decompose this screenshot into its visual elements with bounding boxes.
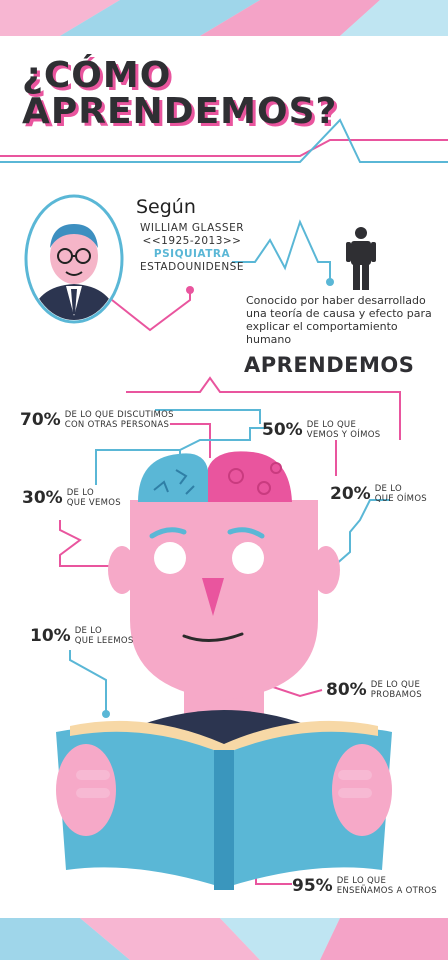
fact-percent: 20% [330, 484, 371, 504]
fact-percent: 80% [326, 680, 367, 700]
fact-percent: 70% [20, 410, 61, 430]
author-nationality: ESTADOUNIDENSE [140, 261, 244, 273]
fact-text: DE LO QUE VEMOS [66, 488, 121, 508]
author-name: WILLIAM GLASSER [140, 222, 245, 234]
description-line: Conocido por haber desarrollado [246, 294, 426, 307]
top-decorative-band [0, 0, 448, 36]
learner-illustration [56, 451, 392, 890]
fact-percent: 95% [292, 876, 333, 896]
fact-percent: 10% [30, 626, 71, 646]
glasser-portrait [24, 194, 124, 324]
fact-text: DE LO QUE DISCUTIMOS CON OTRAS PERSONAS [64, 410, 174, 430]
person-icon [346, 227, 376, 290]
title-line-1: ¿CÓMO [22, 55, 172, 96]
fact-20: 20% DE LO QUE OÍMOS [330, 484, 427, 504]
fact-70: 70% DE LO QUE DISCUTIMOS CON OTRAS PERSON… [20, 410, 174, 430]
description-line: una teoría de causa y efecto para [246, 307, 432, 320]
fact-percent: 30% [22, 488, 63, 508]
fact-text: DE LO QUE OÍMOS [374, 484, 428, 504]
title-line-2: APRENDEMOS? [22, 91, 338, 132]
section-title: APRENDEMOS [244, 353, 415, 377]
fact-95: 95% DE LO QUE ENSEÑAMOS A OTROS [292, 876, 437, 896]
author-profession: PSIQUIATRA [153, 248, 231, 260]
fact-text: DE LO QUE VEMOS Y OÍMOS [306, 420, 381, 440]
fact-10: 10% DE LO QUE LEEMOS [30, 626, 134, 646]
fact-80: 80% DE LO QUE PROBAMOS [326, 680, 422, 700]
fact-30: 30% DE LO QUE VEMOS [22, 488, 121, 508]
description-line: explicar el comportamiento humano [246, 320, 398, 346]
fact-text: DE LO QUE PROBAMOS [370, 680, 422, 700]
author-description: Conocido por haber desarrollado una teor… [246, 294, 446, 346]
fact-percent: 50% [262, 420, 303, 440]
bottom-decorative-band [0, 918, 448, 960]
fact-50: 50% DE LO QUE VEMOS Y OÍMOS [262, 420, 380, 440]
page-title: ¿CÓMO APRENDEMOS? [22, 58, 337, 130]
author-block: WILLIAM GLASSER <<1925-2013>> PSIQUIATRA… [140, 222, 244, 274]
author-years: <<1925-2013>> [142, 235, 242, 247]
fact-text: DE LO QUE ENSEÑAMOS A OTROS [336, 876, 437, 896]
according-to-label: Según [136, 196, 196, 218]
fact-text: DE LO QUE LEEMOS [74, 626, 134, 646]
